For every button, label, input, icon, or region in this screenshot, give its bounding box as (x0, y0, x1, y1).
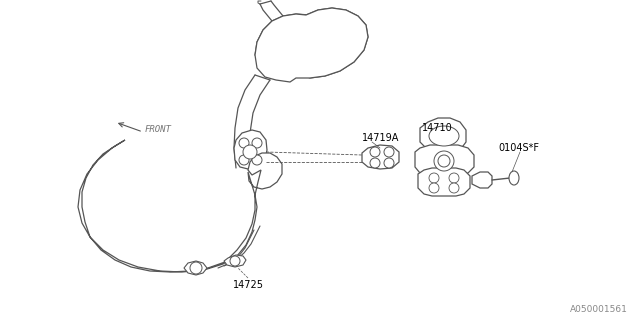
Circle shape (239, 138, 249, 148)
Circle shape (252, 155, 262, 165)
Circle shape (243, 145, 257, 159)
Circle shape (230, 256, 240, 266)
Circle shape (370, 158, 380, 168)
Circle shape (252, 138, 262, 148)
Ellipse shape (509, 171, 519, 185)
Circle shape (429, 183, 439, 193)
Circle shape (429, 173, 439, 183)
Polygon shape (415, 145, 474, 176)
Polygon shape (472, 172, 492, 188)
Circle shape (434, 151, 454, 171)
Polygon shape (234, 130, 267, 169)
Circle shape (449, 183, 459, 193)
Polygon shape (362, 145, 399, 169)
Circle shape (370, 147, 380, 157)
Circle shape (239, 155, 249, 165)
Text: 14710: 14710 (422, 123, 452, 133)
Polygon shape (184, 261, 207, 275)
Polygon shape (418, 168, 470, 196)
Text: 14719A: 14719A (362, 133, 399, 143)
Circle shape (384, 158, 394, 168)
Polygon shape (420, 118, 466, 154)
Circle shape (438, 155, 450, 167)
Polygon shape (255, 8, 368, 82)
Text: A050001561: A050001561 (570, 305, 628, 314)
Text: FRONT: FRONT (145, 125, 172, 134)
Circle shape (449, 173, 459, 183)
Polygon shape (224, 255, 246, 267)
Polygon shape (305, 8, 368, 78)
Text: 0104S*F: 0104S*F (498, 143, 539, 153)
Ellipse shape (429, 126, 459, 146)
Text: 14725: 14725 (232, 280, 264, 290)
Polygon shape (78, 140, 282, 272)
Polygon shape (255, 14, 334, 78)
Circle shape (190, 262, 202, 274)
Circle shape (384, 147, 394, 157)
